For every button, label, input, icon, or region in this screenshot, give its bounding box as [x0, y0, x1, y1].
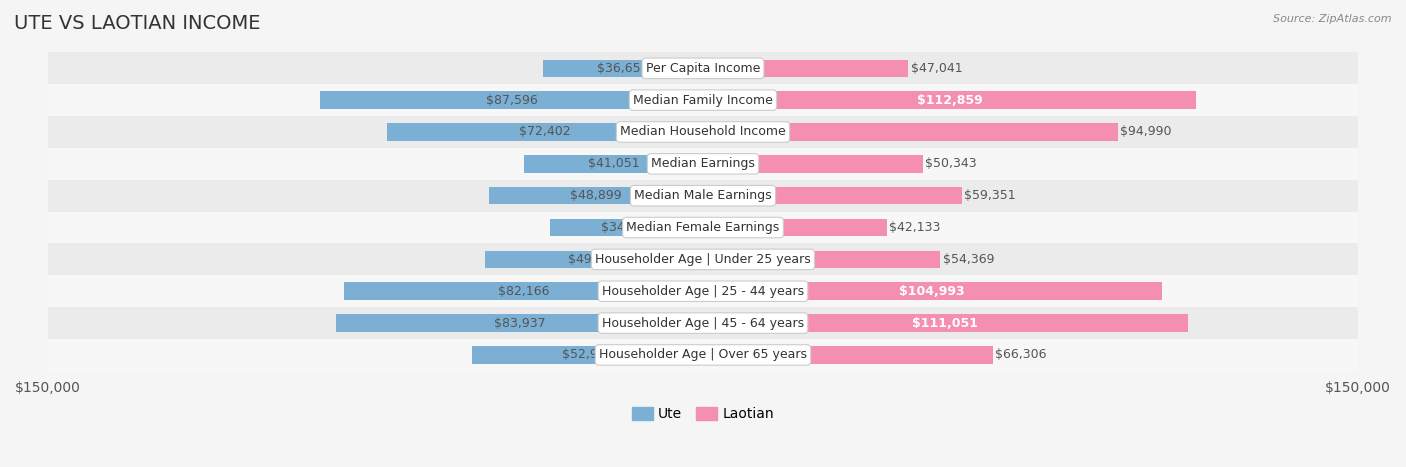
Bar — [703, 283, 1161, 300]
Bar — [48, 52, 1358, 84]
Text: $41,051: $41,051 — [588, 157, 640, 170]
Text: $42,133: $42,133 — [889, 221, 941, 234]
Bar — [703, 219, 887, 236]
Bar — [550, 219, 703, 236]
Text: $104,993: $104,993 — [900, 285, 965, 298]
Text: $54,369: $54,369 — [942, 253, 994, 266]
Bar — [703, 251, 941, 268]
Bar — [48, 339, 1358, 371]
Text: $83,937: $83,937 — [494, 317, 546, 330]
Text: Median Household Income: Median Household Income — [620, 126, 786, 139]
Text: $59,351: $59,351 — [965, 189, 1017, 202]
Bar — [387, 123, 703, 141]
Bar — [48, 307, 1358, 339]
Bar — [703, 59, 908, 77]
Bar — [336, 314, 703, 332]
Bar — [48, 212, 1358, 243]
Bar — [703, 155, 922, 173]
Text: $87,596: $87,596 — [486, 94, 537, 106]
Text: $34,960: $34,960 — [600, 221, 652, 234]
Text: $72,402: $72,402 — [519, 126, 571, 139]
Text: $111,051: $111,051 — [912, 317, 979, 330]
Text: $52,949: $52,949 — [561, 348, 613, 361]
Text: Householder Age | 25 - 44 years: Householder Age | 25 - 44 years — [602, 285, 804, 298]
Text: Householder Age | 45 - 64 years: Householder Age | 45 - 64 years — [602, 317, 804, 330]
Text: $94,990: $94,990 — [1121, 126, 1171, 139]
Text: $50,343: $50,343 — [925, 157, 977, 170]
Text: Source: ZipAtlas.com: Source: ZipAtlas.com — [1274, 14, 1392, 24]
Bar — [543, 59, 703, 77]
Text: Median Female Earnings: Median Female Earnings — [627, 221, 779, 234]
Bar — [489, 187, 703, 205]
Bar — [48, 148, 1358, 180]
Text: Householder Age | Over 65 years: Householder Age | Over 65 years — [599, 348, 807, 361]
Bar — [472, 346, 703, 364]
Bar — [321, 92, 703, 109]
Bar — [703, 346, 993, 364]
Text: UTE VS LAOTIAN INCOME: UTE VS LAOTIAN INCOME — [14, 14, 260, 33]
Text: Median Earnings: Median Earnings — [651, 157, 755, 170]
Bar — [48, 180, 1358, 212]
Bar — [703, 123, 1118, 141]
Bar — [48, 84, 1358, 116]
Text: $82,166: $82,166 — [498, 285, 550, 298]
Bar — [703, 92, 1197, 109]
Text: $48,899: $48,899 — [571, 189, 621, 202]
Bar — [344, 283, 703, 300]
Text: $112,859: $112,859 — [917, 94, 983, 106]
Text: $49,997: $49,997 — [568, 253, 620, 266]
Legend: Ute, Laotian: Ute, Laotian — [631, 407, 775, 421]
Bar — [48, 116, 1358, 148]
Bar — [703, 187, 962, 205]
Text: Per Capita Income: Per Capita Income — [645, 62, 761, 75]
Text: Median Male Earnings: Median Male Earnings — [634, 189, 772, 202]
Text: $36,651: $36,651 — [598, 62, 648, 75]
Text: $66,306: $66,306 — [995, 348, 1046, 361]
Bar — [48, 276, 1358, 307]
Bar — [703, 314, 1188, 332]
Bar — [523, 155, 703, 173]
Bar — [48, 243, 1358, 276]
Text: Householder Age | Under 25 years: Householder Age | Under 25 years — [595, 253, 811, 266]
Text: $47,041: $47,041 — [911, 62, 962, 75]
Bar — [485, 251, 703, 268]
Text: Median Family Income: Median Family Income — [633, 94, 773, 106]
